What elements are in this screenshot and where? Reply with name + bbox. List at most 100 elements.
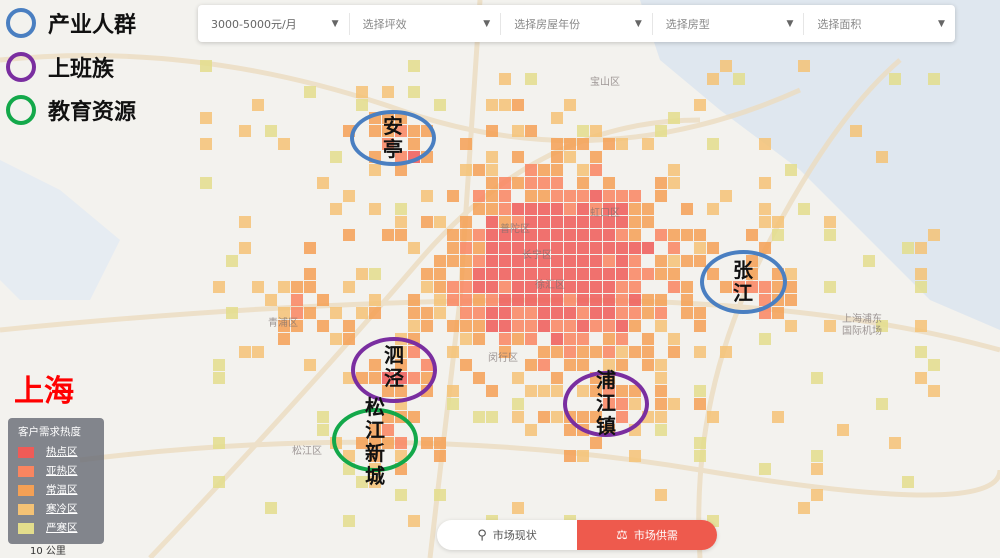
heat-cell: [551, 320, 563, 332]
heat-cell: [512, 502, 524, 514]
heat-cell: [343, 281, 355, 293]
heat-cell: [421, 437, 433, 449]
heat-cell: [460, 333, 472, 345]
heat-cell: [642, 346, 654, 358]
heat-cell: [408, 86, 420, 98]
heat-cell: [551, 385, 563, 397]
heat-cell: [915, 281, 927, 293]
heat-cell: [915, 346, 927, 358]
heat-cell: [577, 242, 589, 254]
heat-cell: [759, 177, 771, 189]
heat-cell: [824, 229, 836, 241]
market-status-button[interactable]: ⚲ 市场现状: [437, 520, 577, 550]
heat-cell: [499, 73, 511, 85]
heat-cell: [499, 346, 511, 358]
heat-cell: [577, 333, 589, 345]
heat-cell: [616, 229, 628, 241]
heat-cell: [538, 190, 550, 202]
heat-cell: [590, 320, 602, 332]
heat-cell: [564, 242, 576, 254]
heat-cell: [694, 99, 706, 111]
heat-cell: [291, 320, 303, 332]
heat-legend-subhot[interactable]: 亚热区: [18, 462, 104, 481]
heat-cell: [928, 73, 940, 85]
heat-cell: [564, 333, 576, 345]
heat-cell: [642, 242, 654, 254]
heat-cell: [642, 138, 654, 150]
area-select[interactable]: 选择面积 ▼: [803, 12, 955, 35]
heat-cell: [525, 333, 537, 345]
heat-cell: [213, 437, 225, 449]
heat-cell: [525, 73, 537, 85]
heat-cell: [564, 216, 576, 228]
heat-cell: [655, 268, 667, 280]
legend-label: 常温区: [46, 484, 78, 496]
market-supply-demand-button[interactable]: ⚖ 市场供需: [577, 520, 717, 550]
heat-cell: [512, 242, 524, 254]
heat-cell: [525, 190, 537, 202]
heat-cell: [486, 255, 498, 267]
heat-cell: [473, 294, 485, 306]
caret-down-icon: ▼: [786, 18, 794, 29]
heat-cell: [460, 307, 472, 319]
heat-cell: [460, 229, 472, 241]
heat-cell: [447, 281, 459, 293]
heat-cell: [460, 359, 472, 371]
heat-cell: [551, 346, 563, 358]
building-year-placeholder: 选择房屋年份: [514, 17, 581, 31]
heat-cell: [473, 164, 485, 176]
songjiang-circle: [332, 408, 418, 472]
rent-select[interactable]: 3000-5000元/月 ▼: [198, 13, 349, 35]
heat-cell: [330, 151, 342, 163]
heat-cell: [824, 216, 836, 228]
heat-cell: [551, 203, 563, 215]
heat-cell: [356, 476, 368, 488]
heat-legend-cold[interactable]: 寒冷区: [18, 500, 104, 519]
heat-cell: [343, 515, 355, 527]
heat-legend: 客户需求热度 热点区 亚热区 常温区 寒冷区 严寒区: [8, 418, 104, 544]
heat-cell: [395, 489, 407, 501]
room-type-select[interactable]: 选择房型 ▼: [651, 12, 804, 35]
heat-cell: [317, 411, 329, 423]
heat-cell: [564, 450, 576, 462]
map-label: 上海浦东国际机场: [842, 314, 882, 337]
heat-cell: [655, 424, 667, 436]
heat-cell: [590, 346, 602, 358]
heat-cell: [239, 216, 251, 228]
building-year-select[interactable]: 选择房屋年份 ▼: [500, 12, 652, 35]
heat-cell: [473, 411, 485, 423]
map-label: 宝山区: [590, 77, 620, 88]
efficiency-select[interactable]: 选择坪效 ▼: [348, 12, 501, 35]
heat-cell: [759, 463, 771, 475]
heat-cell: [538, 294, 550, 306]
heat-cell: [577, 203, 589, 215]
heat-cell: [616, 268, 628, 280]
swatch: [18, 504, 34, 515]
heat-cell: [590, 203, 602, 215]
heat-cell: [811, 489, 823, 501]
heat-cell: [369, 164, 381, 176]
heat-cell: [525, 255, 537, 267]
heat-cell: [512, 255, 524, 267]
overlay-legend-label: 产业人群: [48, 13, 137, 38]
heat-legend-hot[interactable]: 热点区: [18, 443, 104, 462]
heat-legend-normal[interactable]: 常温区: [18, 481, 104, 500]
map-label: 虹口区: [590, 208, 620, 219]
heat-cell: [486, 281, 498, 293]
heat-cell: [421, 320, 433, 332]
heat-cell: [226, 255, 238, 267]
heat-cell: [538, 203, 550, 215]
heat-cell: [590, 164, 602, 176]
heat-cell: [434, 489, 446, 501]
heat-cell: [512, 125, 524, 137]
heat-cell: [655, 125, 667, 137]
heat-cell: [577, 177, 589, 189]
heat-cell: [473, 229, 485, 241]
heat-cell: [551, 307, 563, 319]
heat-cell: [330, 203, 342, 215]
heat-legend-severe-cold[interactable]: 严寒区: [18, 519, 104, 538]
heat-cell: [629, 255, 641, 267]
heat-cell: [499, 216, 511, 228]
heat-cell: [668, 281, 680, 293]
